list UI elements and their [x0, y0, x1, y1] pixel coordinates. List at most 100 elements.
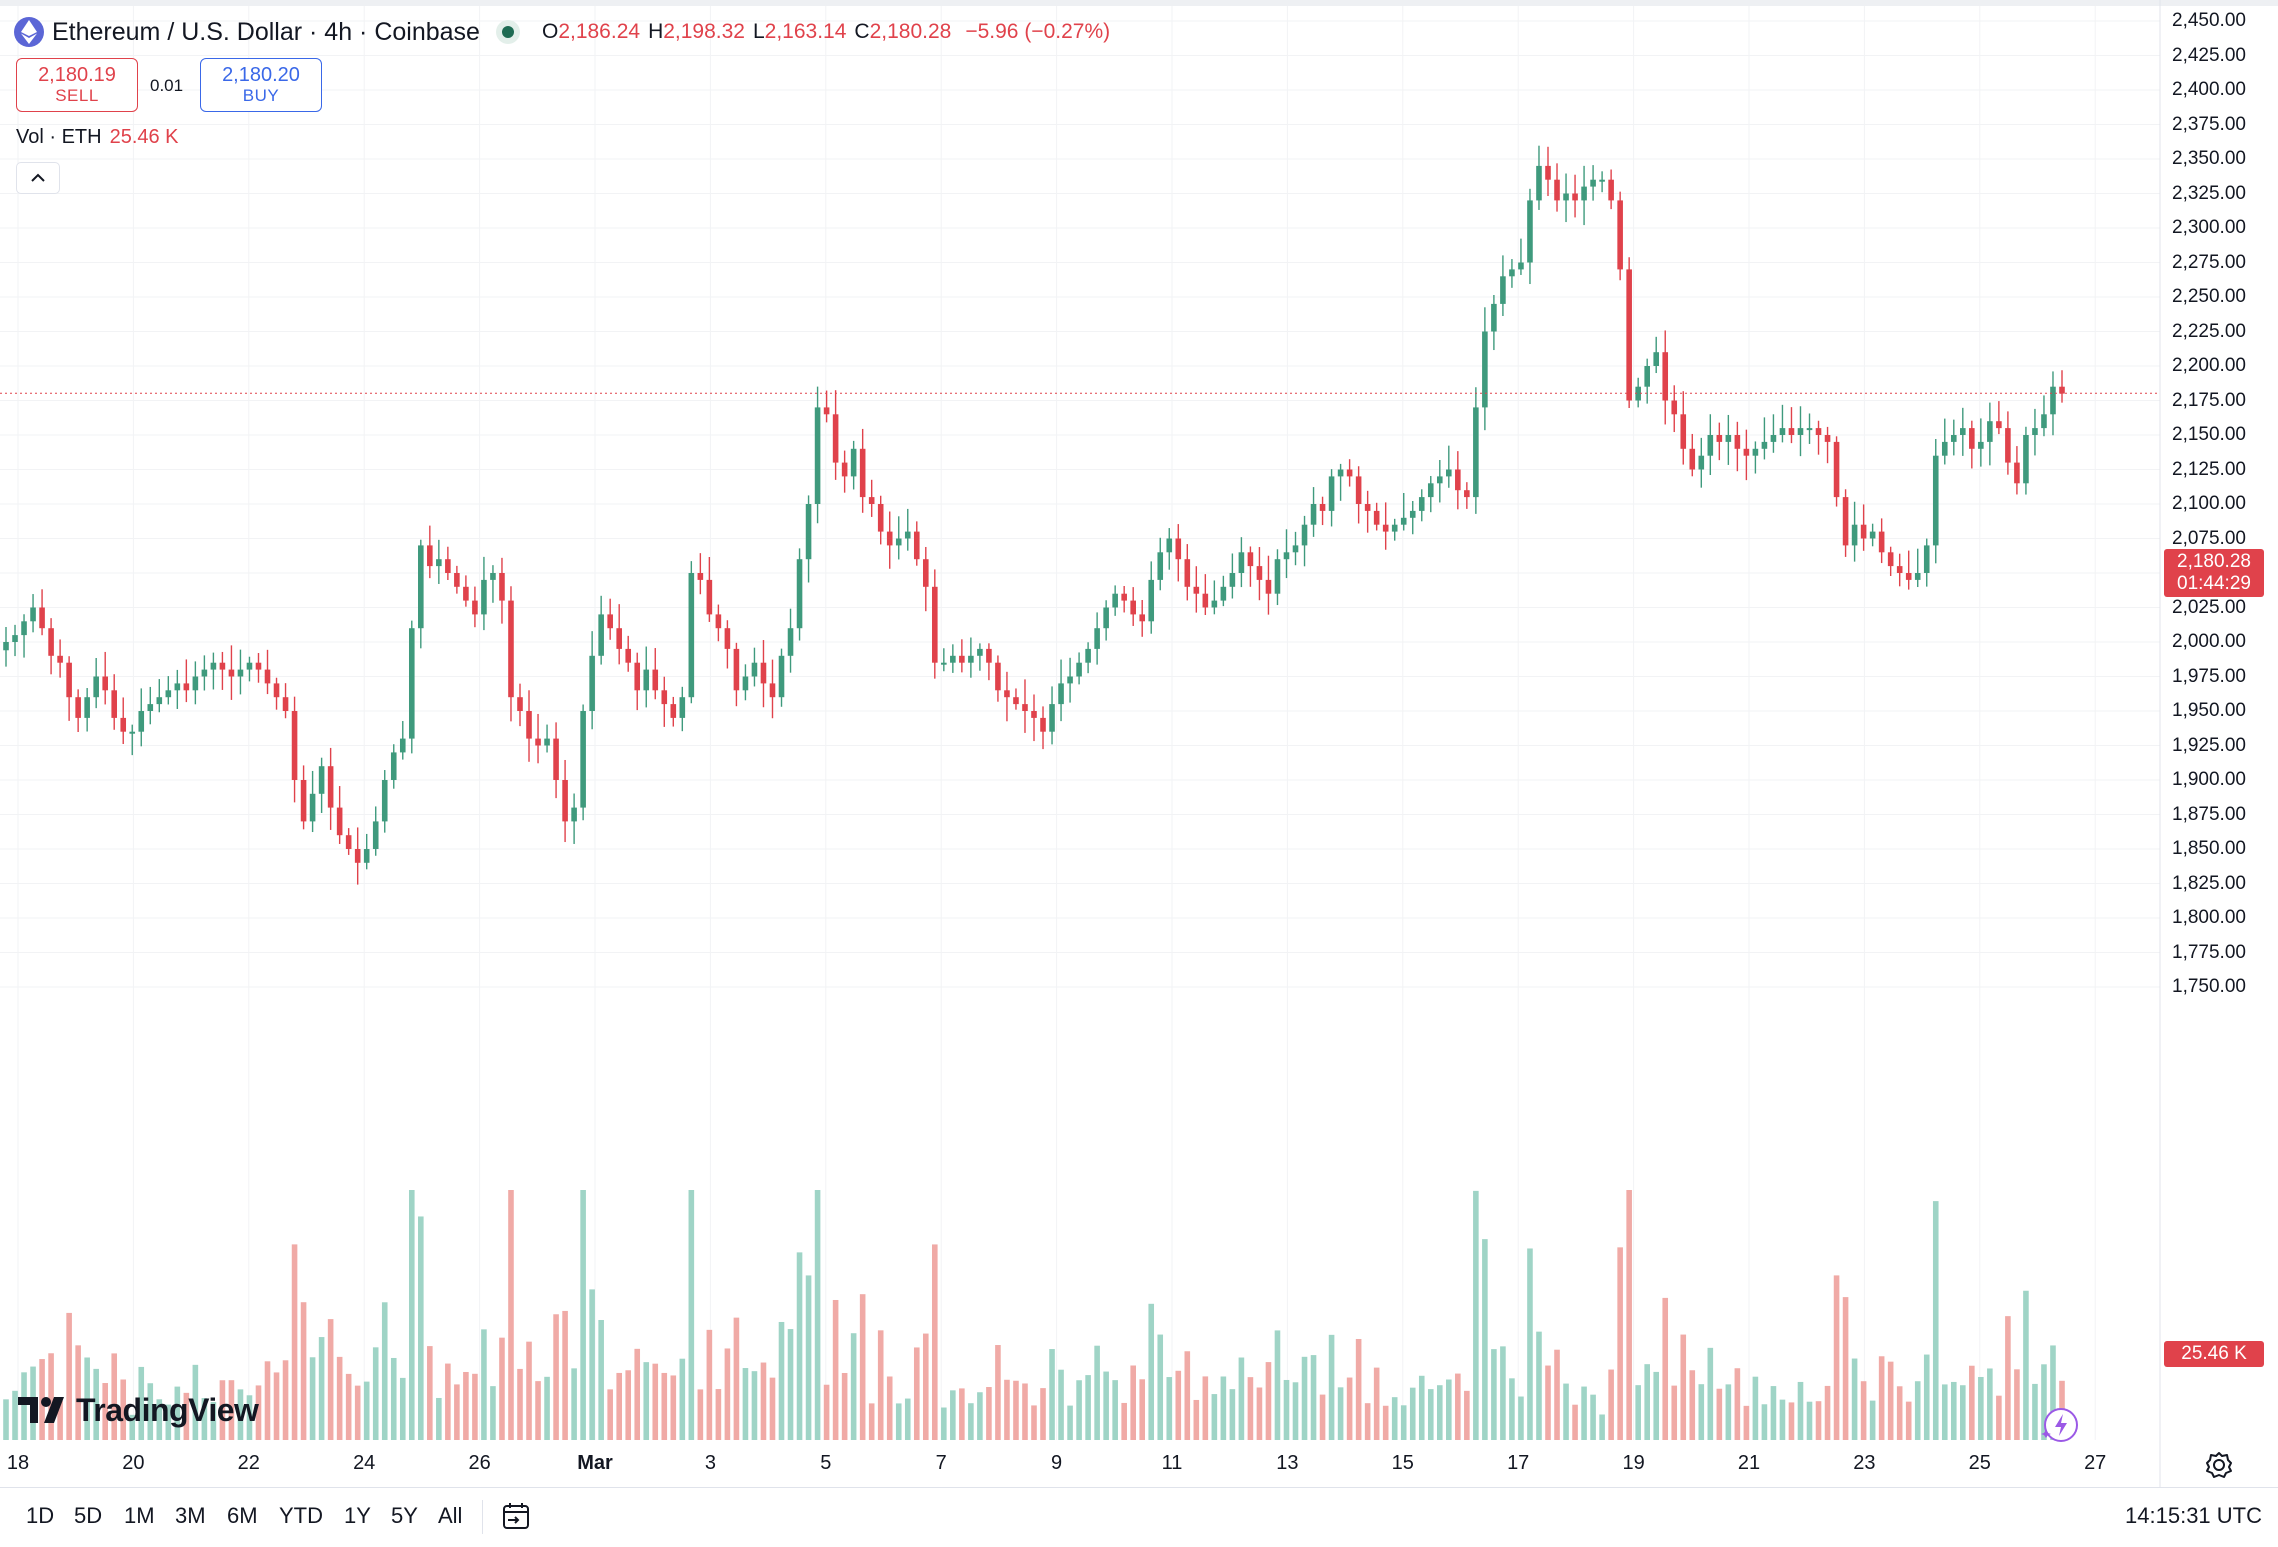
candle-body[interactable] — [30, 607, 36, 622]
candle-body[interactable] — [1085, 648, 1091, 663]
candle-body[interactable] — [246, 662, 253, 670]
candle-body[interactable] — [1698, 455, 1705, 470]
candle-body[interactable] — [787, 628, 794, 656]
candle-body[interactable] — [1671, 400, 1678, 415]
candle-body[interactable] — [1031, 711, 1037, 718]
candle-body[interactable] — [75, 697, 81, 718]
candle-body[interactable] — [1157, 552, 1164, 580]
candle-body[interactable] — [922, 559, 929, 587]
candle-body[interactable] — [1590, 179, 1596, 187]
candle-body[interactable] — [751, 662, 758, 677]
candle-body[interactable] — [1599, 179, 1605, 182]
candle-body[interactable] — [562, 780, 568, 822]
candle-body[interactable] — [1274, 559, 1281, 594]
candle-body[interactable] — [1094, 628, 1100, 649]
candle-body[interactable] — [345, 835, 352, 849]
candle-body[interactable] — [1175, 538, 1182, 560]
candle-body[interactable] — [1581, 186, 1587, 201]
candle-body[interactable] — [742, 676, 749, 691]
candle-body[interactable] — [1833, 441, 1840, 498]
candle-body[interactable] — [1040, 717, 1046, 732]
candle-body[interactable] — [165, 690, 172, 698]
candle-body[interactable] — [463, 586, 469, 601]
candle-body[interactable] — [472, 600, 478, 615]
candle-body[interactable] — [327, 766, 334, 808]
candle-body[interactable] — [12, 635, 18, 642]
candle-body[interactable] — [904, 531, 911, 539]
candle-body[interactable] — [706, 579, 713, 615]
candle-body[interactable] — [2041, 414, 2047, 429]
candle-body[interactable] — [454, 573, 460, 587]
range-6m-button[interactable]: 6M — [227, 1503, 258, 1528]
candle-body[interactable] — [1824, 435, 1831, 442]
candle-body[interactable] — [571, 807, 577, 822]
candle-body[interactable] — [399, 738, 406, 753]
candle-body[interactable] — [1139, 614, 1146, 622]
candle-body[interactable] — [21, 621, 27, 636]
candle-body[interactable] — [1319, 504, 1326, 511]
candle-body[interactable] — [877, 504, 884, 532]
candle-body[interactable] — [363, 849, 370, 863]
candle-body[interactable] — [1409, 510, 1416, 518]
candle-body[interactable] — [968, 655, 974, 663]
candle-body[interactable] — [1166, 538, 1173, 553]
candle-body[interactable] — [1427, 483, 1434, 498]
candle-body[interactable] — [1518, 262, 1524, 270]
candle-body[interactable] — [210, 662, 217, 670]
candle-body[interactable] — [192, 676, 199, 691]
candle-body[interactable] — [1617, 200, 1623, 270]
candle-body[interactable] — [1184, 559, 1191, 587]
candle-body[interactable] — [1815, 428, 1822, 435]
range-all-button[interactable]: All — [438, 1503, 463, 1528]
candle-body[interactable] — [1608, 179, 1614, 201]
candle-body[interactable] — [1436, 476, 1443, 484]
candle-body[interactable] — [1211, 600, 1218, 608]
candle-body[interactable] — [1292, 545, 1299, 553]
candle-body[interactable] — [1391, 524, 1398, 532]
candle-body[interactable] — [715, 614, 722, 629]
candle-body[interactable] — [1482, 331, 1488, 408]
range-1m-button[interactable]: 1M — [124, 1503, 155, 1528]
candle-body[interactable] — [273, 683, 280, 698]
candle-body[interactable] — [796, 559, 803, 629]
candle-body[interactable] — [129, 731, 136, 734]
candle-body[interactable] — [959, 655, 965, 663]
candle-body[interactable] — [1734, 435, 1741, 449]
candle-body[interactable] — [1049, 704, 1055, 732]
clock-utc[interactable]: 14:15:31 UTC — [2125, 1503, 2262, 1528]
candle-body[interactable] — [886, 531, 893, 546]
candle-body[interactable] — [219, 662, 226, 670]
candle-body[interactable] — [895, 538, 902, 546]
candle-body[interactable] — [679, 697, 686, 718]
candle-body[interactable] — [1806, 428, 1813, 431]
candle-body[interactable] — [652, 669, 659, 691]
candle-body[interactable] — [1572, 193, 1578, 201]
candle-body[interactable] — [1355, 476, 1362, 504]
candle-body[interactable] — [1545, 165, 1551, 180]
candle-body[interactable] — [1644, 366, 1650, 387]
candle-body[interactable] — [183, 683, 190, 691]
candle-body[interactable] — [1500, 276, 1506, 304]
symbol-title[interactable]: Ethereum / U.S. Dollar · 4h · Coinbase — [52, 17, 480, 46]
candle-body[interactable] — [1689, 448, 1696, 470]
candle-body[interactable] — [1563, 193, 1569, 201]
candle-body[interactable] — [300, 780, 307, 822]
candle-body[interactable] — [995, 662, 1001, 691]
candle-body[interactable] — [381, 780, 388, 822]
candle-body[interactable] — [1103, 607, 1109, 629]
candle-body[interactable] — [724, 628, 731, 649]
candle-body[interactable] — [84, 697, 90, 718]
candle-body[interactable] — [625, 648, 632, 663]
candle-body[interactable] — [1707, 435, 1714, 456]
candle-body[interactable] — [1554, 179, 1560, 201]
candle-body[interactable] — [1653, 352, 1660, 366]
candle-body[interactable] — [39, 607, 45, 629]
candle-body[interactable] — [490, 573, 496, 580]
candle-body[interactable] — [318, 766, 325, 794]
candle-body[interactable] — [1716, 435, 1723, 442]
candle-body[interactable] — [508, 600, 514, 698]
candle-body[interactable] — [1887, 552, 1894, 567]
candle-body[interactable] — [1464, 490, 1470, 498]
candle-body[interactable] — [1932, 455, 1939, 546]
candle-body[interactable] — [941, 662, 947, 665]
